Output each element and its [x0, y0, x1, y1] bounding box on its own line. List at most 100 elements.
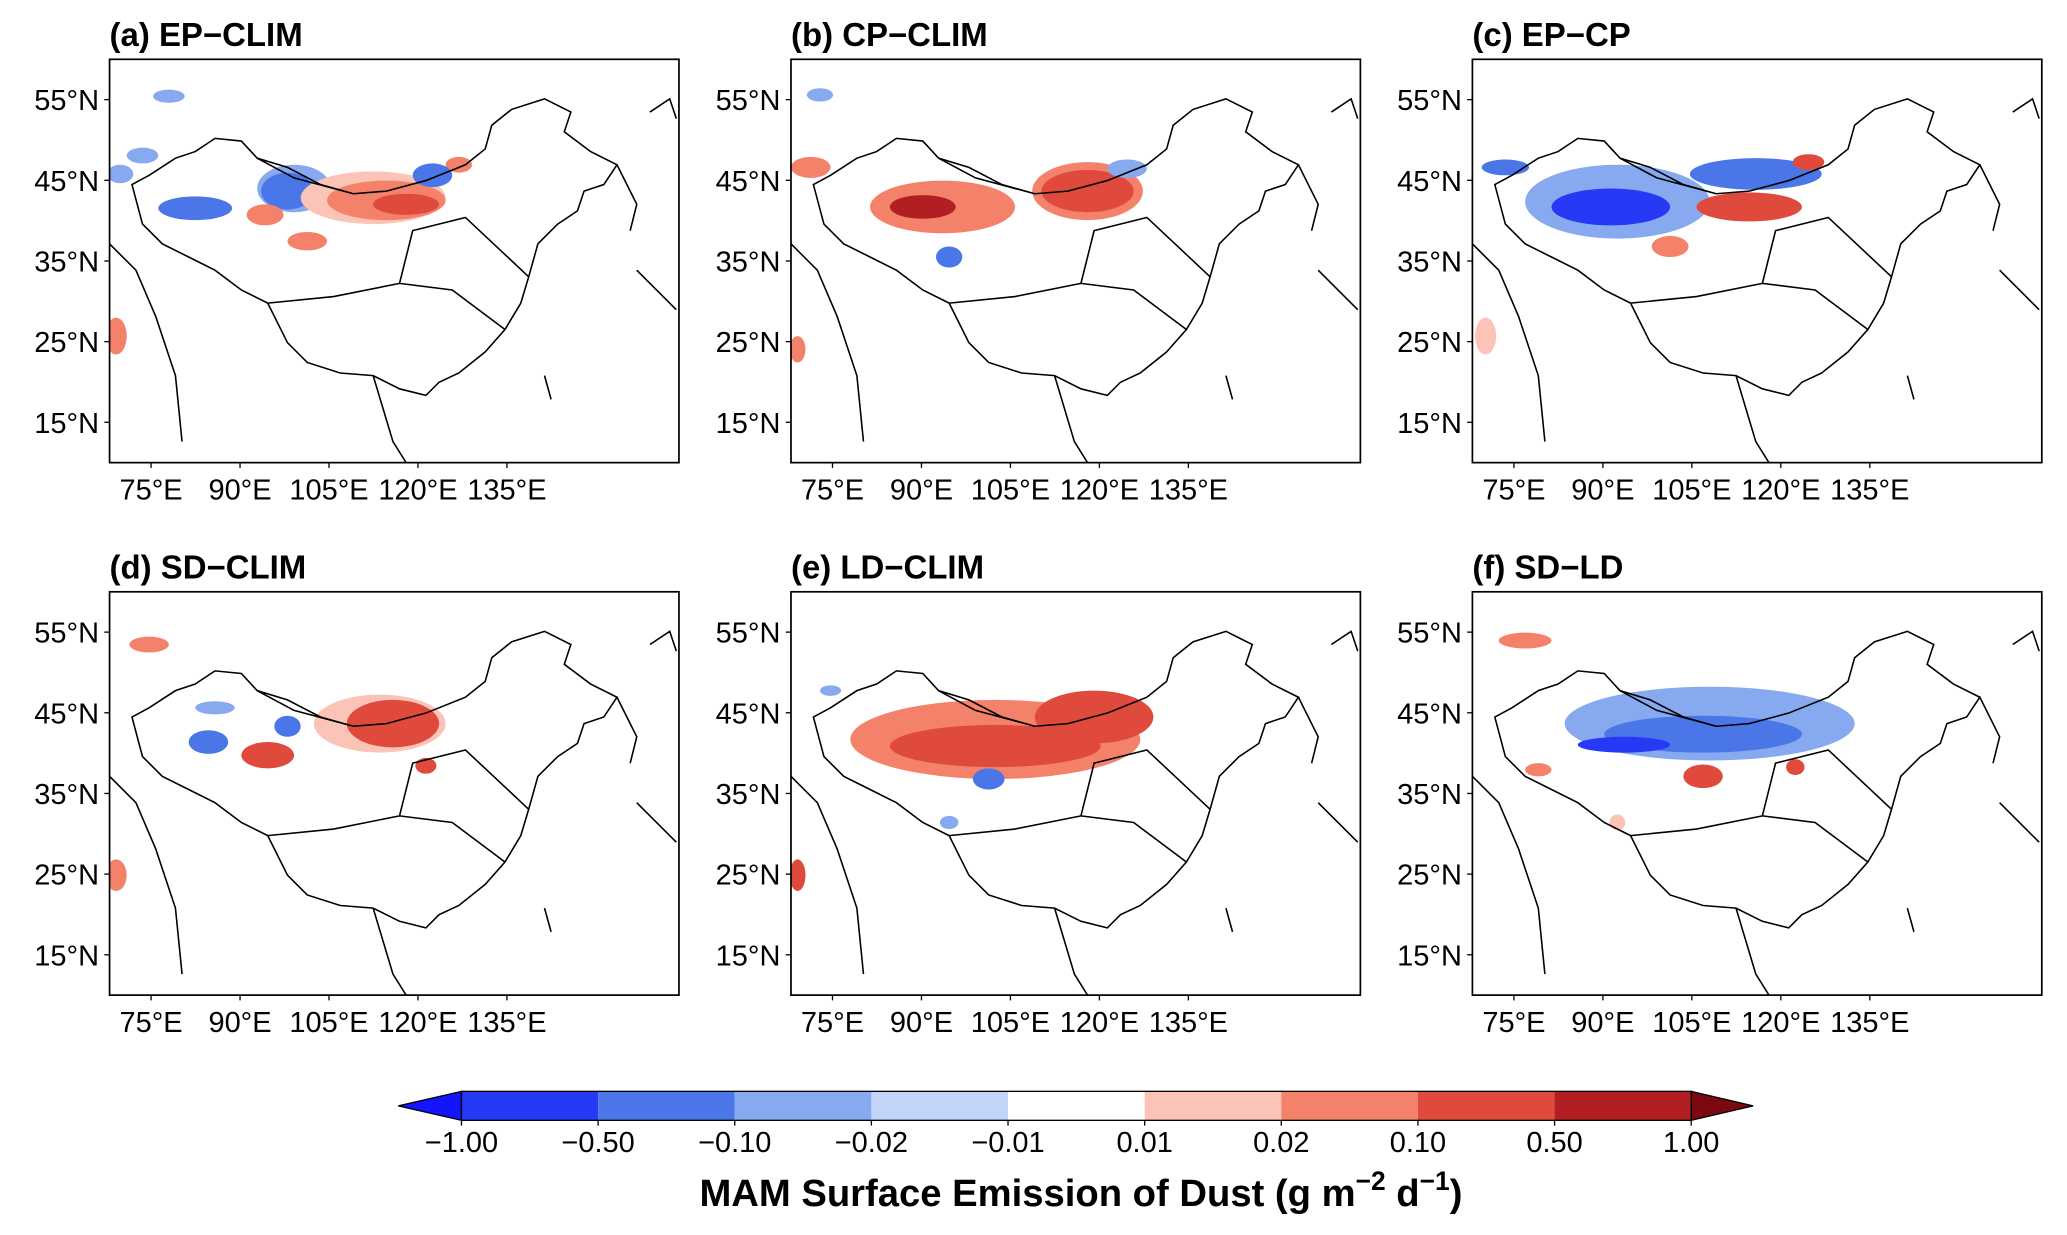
panel-title: (d) SD−CLIM	[110, 549, 307, 586]
panel-title: (c) EP−CP	[1472, 16, 1630, 53]
y-tick-label: 45°N	[716, 166, 781, 198]
colorbar-bin	[1554, 1091, 1692, 1121]
coastline	[790, 630, 1359, 996]
y-tick-label: 45°N	[716, 698, 781, 730]
map-field	[790, 685, 1154, 891]
y-tick-label: 35°N	[716, 247, 781, 279]
coastline	[109, 98, 678, 463]
y-tick-label: 45°N	[34, 166, 99, 198]
map-field	[109, 636, 446, 891]
y-tick-label: 35°N	[716, 779, 781, 811]
x-tick-label: 120°E	[378, 1007, 457, 1039]
colorbar-tick-label: 0.50	[1526, 1127, 1582, 1159]
panel-title: (e) LD−CLIM	[791, 549, 984, 586]
colorbar-bin	[1417, 1091, 1555, 1121]
y-tick-label: 15°N	[1397, 408, 1462, 440]
panel-title: (f) SD−LD	[1472, 549, 1623, 586]
colorbar-tick-label: −1.00	[425, 1127, 498, 1159]
x-tick-label: 90°E	[1571, 475, 1634, 507]
y-tick-label: 45°N	[1397, 166, 1462, 198]
y-tick-label: 55°N	[1397, 618, 1462, 650]
y-tick-label: 35°N	[1397, 779, 1462, 811]
y-tick-label: 45°N	[34, 698, 99, 730]
x-tick-label: 90°E	[890, 475, 953, 507]
colorbar-tick-label: 0.10	[1390, 1127, 1446, 1159]
x-tick-label: 120°E	[1060, 475, 1139, 507]
x-tick-label: 105°E	[289, 1007, 368, 1039]
y-tick-label: 35°N	[1397, 247, 1462, 279]
y-tick-label: 55°N	[34, 85, 99, 117]
x-tick-label: 135°E	[1830, 1007, 1909, 1039]
y-tick-label: 55°N	[716, 618, 781, 650]
colorbar-tick-label: 0.01	[1116, 1127, 1172, 1159]
colorbar-label-part: −2	[1356, 1166, 1386, 1196]
panel-title: (a) EP−CLIM	[110, 16, 303, 53]
x-tick-label: 75°E	[119, 475, 182, 507]
colorbar-label: MAM Surface Emission of Dust (g m−2 d−1)	[699, 1166, 1462, 1215]
map-content	[1472, 98, 2040, 463]
y-tick-label: 15°N	[34, 408, 99, 440]
x-tick-label: 75°E	[1482, 1007, 1545, 1039]
colorbar-label-part: d	[1386, 1172, 1420, 1215]
colorbar-bin	[871, 1091, 1009, 1121]
y-tick-label: 25°N	[716, 860, 781, 892]
coastline	[1472, 630, 2040, 996]
colorbar-extend	[398, 1090, 463, 1122]
y-tick-label: 55°N	[1397, 85, 1462, 117]
x-tick-label: 135°E	[1149, 475, 1228, 507]
map-panel: (c) EP−CP 55°N 45°N 35°N 25°N 15°N 75°E 90°E 105…	[1397, 16, 2043, 507]
colorbar-bin	[598, 1091, 735, 1121]
x-tick-label: 90°E	[208, 1007, 271, 1039]
x-tick-label: 120°E	[1741, 475, 1820, 507]
y-tick-label: 25°N	[1397, 327, 1462, 359]
x-tick-label: 105°E	[1652, 1007, 1731, 1039]
x-tick-label: 120°E	[378, 475, 457, 507]
map-field	[109, 89, 473, 355]
y-tick-label: 35°N	[34, 247, 99, 279]
colorbar-label-part: MAM Surface Emission of Dust (g m	[699, 1172, 1355, 1215]
frame	[1471, 590, 2043, 996]
x-tick-label: 90°E	[890, 1007, 953, 1039]
colorbar-frame	[460, 1090, 1692, 1121]
map-content	[790, 88, 1359, 463]
y-tick-label: 15°N	[716, 940, 781, 972]
y-tick-label: 15°N	[1397, 940, 1462, 972]
colorbar-tick-label: 0.02	[1253, 1127, 1309, 1159]
colorbar-tick-label: −0.50	[561, 1127, 634, 1159]
x-tick-label: 105°E	[289, 475, 368, 507]
x-tick-label: 135°E	[467, 1007, 546, 1039]
map-field	[790, 88, 1147, 363]
y-tick-label: 25°N	[34, 860, 99, 892]
y-tick-label: 25°N	[1397, 860, 1462, 892]
map-content	[109, 89, 678, 463]
map-panel: (a) EP−CLIM 55°N 45°N 35°N 25°N 15°N 75°E 90°E 1…	[34, 16, 680, 507]
colorbar-label-part: −1	[1420, 1166, 1450, 1196]
x-tick-label: 105°E	[1652, 475, 1731, 507]
colorbar: −1.00 −0.50 −0.10 −0.02 −0.01 0.01 0.02 0.10 0.5…	[398, 1090, 1754, 1215]
x-tick-label: 135°E	[1149, 1007, 1228, 1039]
map-field	[1498, 632, 1855, 831]
coastline	[1472, 98, 2040, 463]
map-content	[109, 630, 678, 996]
x-tick-label: 105°E	[971, 1007, 1050, 1039]
x-tick-label: 120°E	[1741, 1007, 1820, 1039]
y-tick-label: 55°N	[716, 85, 781, 117]
colorbar-bin	[1008, 1091, 1145, 1121]
x-tick-label: 120°E	[1060, 1007, 1139, 1039]
colorbar-bin	[1281, 1091, 1418, 1121]
y-tick-label: 15°N	[716, 408, 781, 440]
map-content	[790, 630, 1359, 996]
x-tick-label: 75°E	[1482, 475, 1545, 507]
x-tick-label: 135°E	[467, 475, 546, 507]
x-tick-label: 90°E	[1571, 1007, 1634, 1039]
x-tick-label: 75°E	[801, 475, 864, 507]
x-tick-label: 135°E	[1830, 475, 1909, 507]
x-tick-label: 75°E	[801, 1007, 864, 1039]
y-tick-label: 25°N	[34, 327, 99, 359]
map-panel: (d) SD−CLIM 55°N 45°N 35°N 25°N 15°N 75°E 90°E 1…	[34, 549, 680, 1039]
colorbar-bin	[461, 1091, 599, 1121]
coastline	[109, 630, 678, 996]
panel-title: (b) CP−CLIM	[791, 16, 988, 53]
y-tick-label: 45°N	[1397, 698, 1462, 730]
